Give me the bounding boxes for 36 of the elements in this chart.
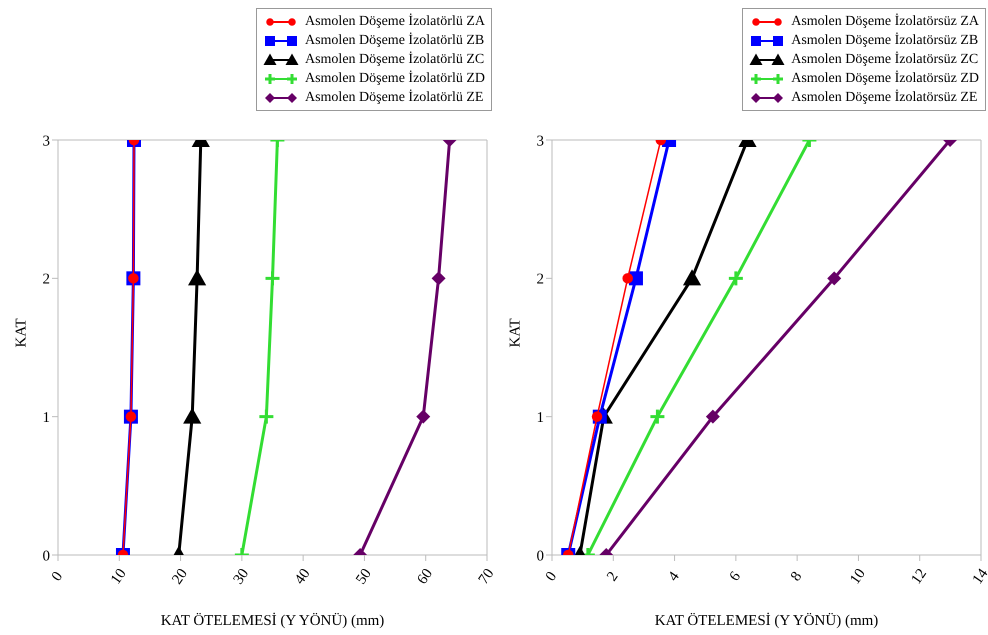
x-tick-label: 2 bbox=[604, 569, 622, 584]
x-tick-label: 14 bbox=[970, 566, 988, 588]
x-tick-label: 4 bbox=[665, 568, 684, 584]
legend-label: Asmolen Döşeme İzolatörsüz ZA bbox=[791, 14, 979, 30]
x-tick-label: 12 bbox=[908, 566, 930, 588]
y-tick-label: 0 bbox=[536, 548, 544, 564]
legend-label: Asmolen Döşeme İzolatörlü ZD bbox=[304, 70, 485, 86]
legend-label: Asmolen Döşeme İzolatörlü ZE bbox=[304, 90, 484, 106]
legend-label: Asmolen Döşeme İzolatörsüz ZE bbox=[791, 90, 978, 106]
y-tick-label: 1 bbox=[536, 410, 544, 426]
y-tick-label: 3 bbox=[536, 133, 544, 150]
legend-label: Asmolen Döşeme İzolatörlü ZA bbox=[304, 14, 485, 30]
x-tick-label: 50 bbox=[353, 566, 375, 588]
y-tick-label: 3 bbox=[42, 133, 50, 150]
x-tick-label: 70 bbox=[476, 566, 498, 588]
x-axis-title: KAT ÖTELEMESİ (Y YÖNÜ) (mm) bbox=[160, 612, 384, 629]
y-axis-title: KAT bbox=[13, 318, 30, 348]
legend-label: Asmolen Döşeme İzolatörsüz ZC bbox=[791, 52, 978, 68]
x-tick-label: 60 bbox=[414, 566, 436, 588]
y-tick-label: 0 bbox=[42, 548, 50, 564]
x-tick-label: 8 bbox=[788, 569, 806, 584]
x-tick-label: 30 bbox=[230, 566, 252, 588]
x-tick-label: 20 bbox=[169, 566, 191, 588]
x-tick-label: 10 bbox=[847, 566, 869, 588]
legend-label: Asmolen Döşeme İzolatörlü ZC bbox=[304, 52, 484, 68]
legend-label: Asmolen Döşeme İzolatörlü ZB bbox=[304, 32, 484, 48]
legend-label: Asmolen Döşeme İzolatörsüz ZD bbox=[791, 70, 979, 86]
x-axis-title: KAT ÖTELEMESİ (Y YÖNÜ) (mm) bbox=[654, 612, 878, 629]
x-tick-label: 40 bbox=[292, 566, 314, 588]
legend-label: Asmolen Döşeme İzolatörsüz ZB bbox=[791, 32, 978, 48]
y-tick-label: 1 bbox=[42, 410, 50, 426]
x-tick-label: 10 bbox=[108, 566, 130, 588]
y-axis-title: KAT bbox=[507, 318, 524, 348]
y-tick-label: 2 bbox=[42, 272, 50, 288]
x-tick-label: 6 bbox=[726, 568, 744, 584]
y-tick-label: 2 bbox=[536, 272, 544, 288]
